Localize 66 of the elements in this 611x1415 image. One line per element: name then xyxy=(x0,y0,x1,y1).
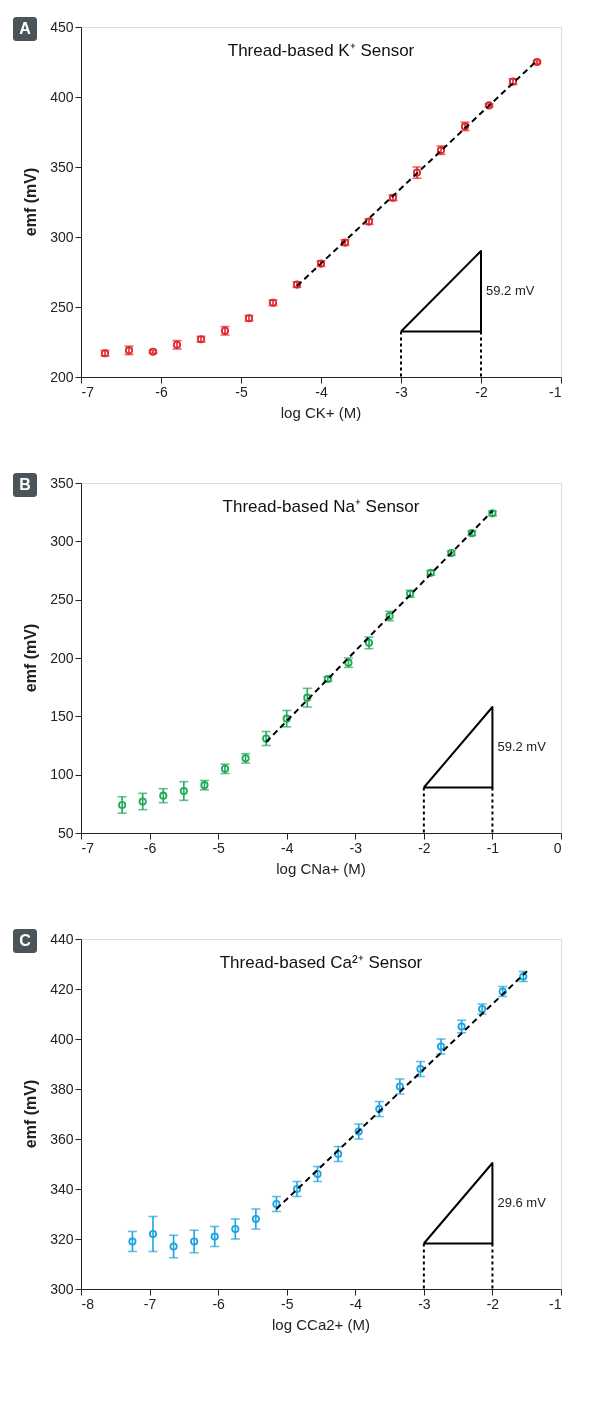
y-axis-title: emf (mV) xyxy=(22,167,39,237)
x-tick-label: -5 xyxy=(280,1295,294,1312)
x-tick-label: -1 xyxy=(549,1295,562,1312)
point xyxy=(159,791,168,800)
x-tick-label: -6 xyxy=(155,383,168,400)
y-tick-label: 300 xyxy=(50,228,74,245)
text: Thread-based Na⁺ Sensor xyxy=(222,497,420,516)
y-tick-label: 200 xyxy=(50,649,74,666)
y-axis-title: emf (mV) xyxy=(22,623,39,693)
y-axis-title: emf (mV) xyxy=(22,1079,39,1149)
x-tick-label: -5 xyxy=(235,383,248,400)
annotation: 59.2 mV xyxy=(486,283,535,299)
x-axis-title: log CK+ (M) xyxy=(280,404,362,421)
x-tick-label: -4 xyxy=(280,839,294,856)
y-tick-label: 350 xyxy=(50,158,74,175)
text: Thread-based K⁺ Sensor xyxy=(227,41,415,60)
text: A xyxy=(19,20,32,37)
x-tick-label: -4 xyxy=(315,383,328,400)
x-tick-label: -7 xyxy=(81,383,95,400)
x-tick-label: -6 xyxy=(143,839,157,856)
y-tick-label: 250 xyxy=(50,298,74,315)
y-tick-label: 380 xyxy=(50,1080,74,1097)
x-tick-label: -3 xyxy=(395,383,408,400)
x-tick-label: -3 xyxy=(349,839,363,856)
y-tick-label: 300 xyxy=(50,532,74,549)
x-tick-label: 0 xyxy=(553,839,562,856)
point xyxy=(118,800,127,810)
y-tick-label: 350 xyxy=(50,474,74,491)
x-axis-title: log CCa2+ (M) xyxy=(272,1316,370,1333)
y-tick-label: 320 xyxy=(50,1230,74,1247)
x-tick-label: -2 xyxy=(418,839,431,856)
y-tick-label: 300 xyxy=(50,1280,74,1297)
x-tick-label: -2 xyxy=(475,383,488,400)
y-tick-label: 440 xyxy=(50,930,74,947)
x-tick-label: -8 xyxy=(81,1295,95,1312)
x-tick-label: -7 xyxy=(81,839,95,856)
point xyxy=(282,714,291,723)
y-tick-label: 200 xyxy=(50,368,74,385)
x-tick-label: -2 xyxy=(486,1295,500,1312)
y-tick-label: 100 xyxy=(50,766,74,783)
annotation: 59.2 mV xyxy=(497,739,547,755)
x-tick-label: -7 xyxy=(143,1295,157,1312)
x-axis-title: log CNa+ (M) xyxy=(276,860,366,877)
y-tick-label: 340 xyxy=(50,1180,74,1197)
text: C xyxy=(19,932,32,949)
y-tick-label: 360 xyxy=(50,1130,74,1147)
y-tick-label: 400 xyxy=(50,1030,74,1047)
x-tick-label: -5 xyxy=(212,839,226,856)
point xyxy=(262,734,271,743)
point xyxy=(138,797,147,806)
annotation: 29.6 mV xyxy=(497,1195,547,1211)
y-tick-label: 50 xyxy=(57,824,74,841)
x-tick-label: -4 xyxy=(349,1295,363,1312)
x-tick-label: -3 xyxy=(418,1295,431,1312)
point xyxy=(303,693,312,702)
text: B xyxy=(19,476,31,493)
text: Thread-based Ca²⁺ Sensor xyxy=(219,953,423,972)
y-tick-label: 400 xyxy=(50,88,74,105)
x-tick-label: -1 xyxy=(486,839,500,856)
x-tick-label: -1 xyxy=(549,383,562,400)
x-tick-label: -6 xyxy=(212,1295,226,1312)
y-tick-label: 450 xyxy=(50,18,74,35)
point xyxy=(179,786,188,796)
y-tick-label: 250 xyxy=(50,591,74,608)
y-tick-label: 420 xyxy=(50,980,74,997)
y-tick-label: 150 xyxy=(50,707,74,724)
